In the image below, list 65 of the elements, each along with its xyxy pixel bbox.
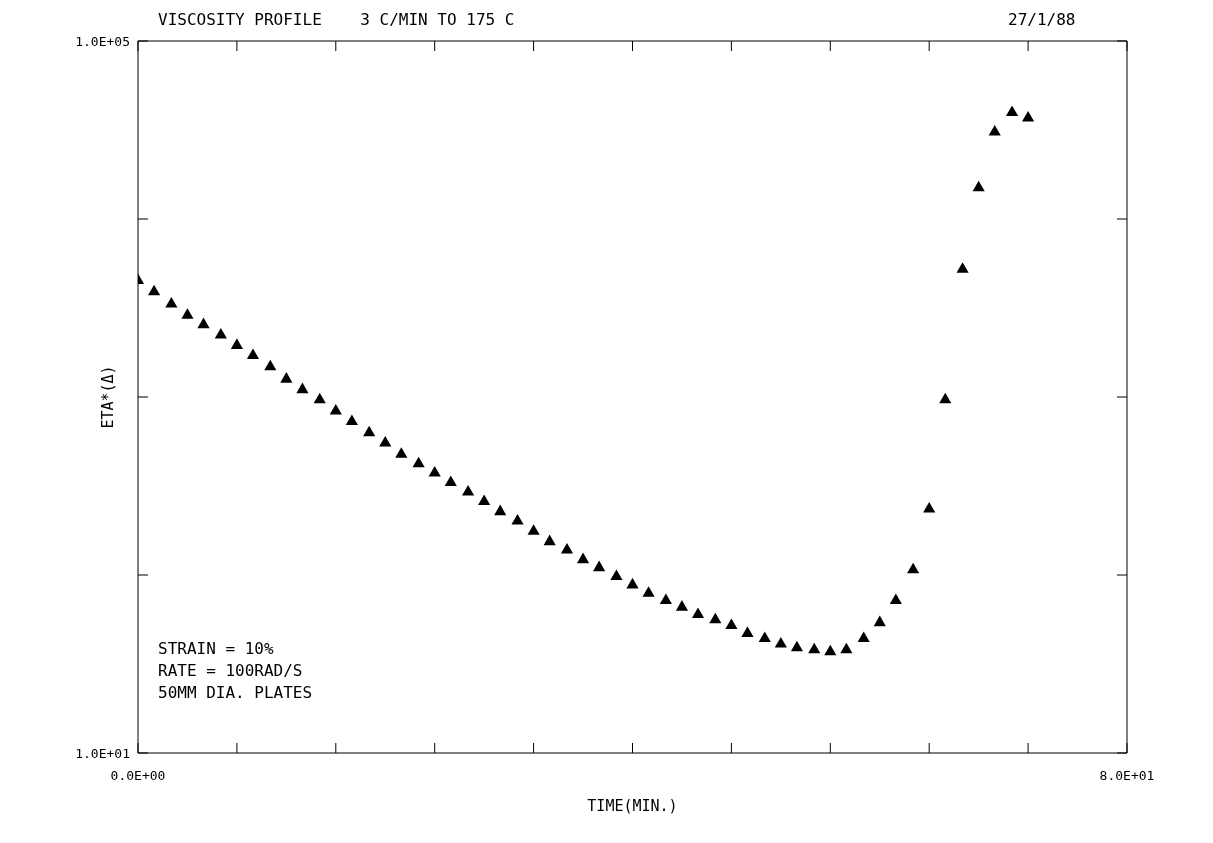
point <box>808 642 821 654</box>
point <box>840 642 853 654</box>
point <box>147 284 161 296</box>
y-tick-label: 1.0E+05 <box>75 33 130 49</box>
point <box>790 640 803 652</box>
point <box>610 569 623 581</box>
y-axis-title: ETA*(Δ) <box>99 365 118 429</box>
point <box>642 586 655 597</box>
y-tick-label: 1.0E+01 <box>75 745 130 761</box>
point <box>511 514 524 525</box>
point <box>593 560 606 572</box>
point <box>923 501 936 513</box>
point <box>296 382 309 394</box>
point <box>907 562 920 574</box>
point <box>543 534 556 546</box>
point <box>758 631 771 642</box>
point <box>165 296 178 308</box>
point <box>988 125 1001 136</box>
point <box>576 552 590 564</box>
point <box>1005 105 1019 116</box>
point <box>462 484 475 496</box>
point <box>889 593 902 604</box>
point <box>675 600 689 611</box>
x-tick-label: 0.0E+00 <box>110 768 166 784</box>
point <box>379 436 392 447</box>
point <box>313 392 326 404</box>
point <box>329 404 342 415</box>
point <box>280 372 293 383</box>
x-tick-label: 8.0E+01 <box>1099 768 1155 784</box>
point <box>181 308 194 319</box>
annotation: STRAIN = 10% <box>158 638 275 660</box>
point <box>494 504 507 516</box>
point <box>395 447 408 458</box>
point <box>857 631 870 642</box>
chart-title: VISCOSITY PROFILE 3 C/MIN TO 175 C <box>158 10 515 29</box>
point <box>972 180 985 192</box>
point <box>939 392 952 404</box>
point <box>363 425 376 437</box>
point <box>873 615 886 627</box>
point <box>741 626 754 637</box>
point <box>264 359 277 371</box>
point <box>626 577 639 589</box>
point <box>214 327 227 339</box>
point <box>444 475 457 486</box>
point <box>725 618 738 630</box>
point <box>478 494 491 505</box>
point <box>345 414 358 425</box>
text: 27/1/88 <box>1008 10 1076 29</box>
point <box>774 636 787 648</box>
annotation: 50MM DIA. PLATES <box>158 682 313 704</box>
point <box>560 543 574 554</box>
point <box>956 262 969 273</box>
point <box>659 593 672 604</box>
x-axis-title: TIME(MIN.) <box>587 797 678 815</box>
point <box>691 607 705 618</box>
annotation: RATE = 100RAD/S <box>158 660 304 682</box>
point <box>230 338 243 349</box>
point <box>412 456 425 468</box>
point <box>428 466 441 477</box>
point <box>246 348 260 360</box>
point <box>824 644 837 656</box>
point <box>527 524 540 535</box>
point <box>1022 111 1035 122</box>
point <box>197 317 210 329</box>
point <box>709 612 722 624</box>
